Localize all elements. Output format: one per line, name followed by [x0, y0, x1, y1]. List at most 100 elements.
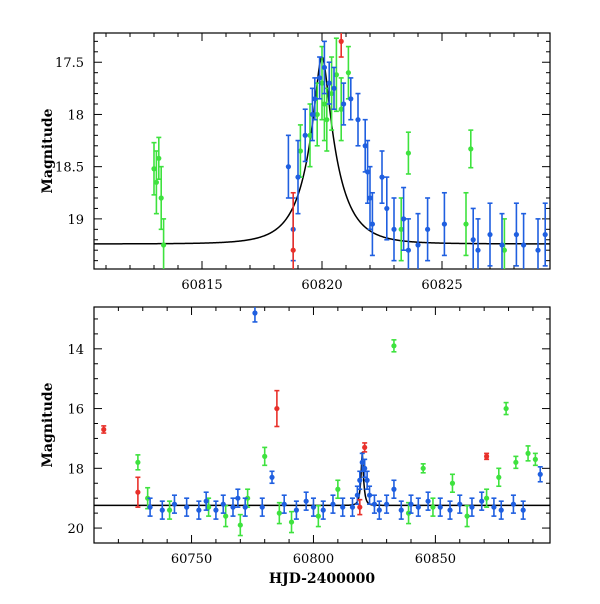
data-point-blue — [401, 186, 407, 252]
data-point-blue — [293, 500, 299, 520]
data-point-green — [513, 455, 519, 470]
data-point-blue — [398, 500, 404, 520]
bottom-panel: 60750 60800 60850 14 16 18 20 Magnitude HJD-2400… — [40, 306, 551, 587]
y-axis-label: Magnitude — [40, 382, 56, 467]
data-point-blue — [513, 202, 520, 267]
data-point-blue — [357, 470, 363, 491]
data-point-green — [463, 191, 469, 257]
x-tick-label: 60825 — [421, 278, 462, 293]
data-point-blue — [230, 497, 236, 517]
y-tick-label: 18 — [67, 108, 84, 123]
y-tick-label: 18 — [67, 462, 84, 477]
data-point-blue — [491, 497, 497, 517]
data-point-blue — [312, 77, 318, 121]
data-point-green — [276, 501, 282, 525]
data-point-blue — [425, 491, 431, 511]
y-tick-label: 18.5 — [55, 161, 84, 176]
y-tick-label: 14 — [67, 343, 84, 358]
data-point-blue — [242, 497, 248, 517]
data-point-blue — [475, 218, 481, 269]
data-point-green — [161, 218, 167, 269]
data-point-blue — [499, 212, 505, 269]
data-point-blue — [437, 497, 443, 517]
data-point-blue — [498, 500, 504, 520]
x-tick-label: 60815 — [181, 278, 222, 293]
data-point-blue — [510, 494, 517, 514]
data-point-green — [483, 488, 490, 508]
data-point-blue — [371, 494, 378, 514]
data-point-blue — [355, 92, 361, 147]
data-point-blue — [196, 500, 202, 520]
data-point-blue — [159, 500, 165, 520]
data-point-blue — [479, 491, 485, 511]
data-point-blue — [269, 470, 275, 485]
data-point-green — [333, 37, 339, 113]
data-point-green — [135, 454, 141, 471]
data-point-blue — [252, 307, 258, 323]
data-point-blue — [441, 191, 447, 257]
data-point-green — [156, 136, 162, 180]
y-tick-label: 20 — [67, 522, 84, 537]
data-point-green — [430, 497, 436, 517]
data-point-green — [464, 504, 470, 528]
data-point-green — [166, 500, 173, 520]
data-point-green — [405, 131, 411, 175]
data-point-blue — [285, 134, 291, 199]
data-point-blue — [521, 212, 527, 269]
data-point-blue — [391, 479, 397, 499]
y-tick-label: 17.5 — [55, 56, 84, 71]
data-point-blue — [408, 494, 414, 514]
data-point-blue — [447, 500, 453, 520]
data-point-red — [357, 498, 363, 516]
data-point-blue — [366, 485, 373, 505]
data-point-green — [391, 339, 397, 353]
data-point-blue — [537, 466, 543, 483]
data-point-blue — [281, 494, 287, 514]
data-point-red — [135, 476, 141, 508]
data-point-blue — [340, 497, 346, 517]
data-point-red — [362, 442, 368, 453]
data-point-blue — [367, 165, 373, 231]
data-point-blue — [535, 218, 541, 269]
data-point-green — [315, 504, 321, 528]
data-point-blue — [302, 108, 308, 163]
data-point-red — [290, 191, 296, 269]
data-point-blue — [330, 494, 336, 514]
data-point-blue — [317, 56, 323, 100]
data-point-red — [483, 452, 490, 461]
data-point-green — [237, 513, 243, 537]
top-panel: 60815 60820 60825 17.5 18 18.5 19 Magnitude — [40, 32, 551, 293]
data-point-blue — [391, 197, 397, 262]
data-point-green — [335, 479, 341, 499]
data-point-green — [338, 77, 344, 142]
data-point-blue — [369, 191, 375, 257]
data-point-red — [101, 425, 107, 434]
data-point-green — [496, 467, 502, 488]
data-point-blue — [405, 218, 411, 269]
data-point-green — [288, 510, 295, 534]
data-point-blue — [259, 497, 265, 517]
y-axis-label: Magnitude — [40, 108, 56, 193]
data-point-blue — [520, 500, 526, 520]
y-tick-label: 16 — [67, 403, 84, 418]
data-point-blue — [184, 497, 190, 517]
data-point-green — [449, 473, 456, 494]
data-point-blue — [457, 494, 463, 514]
data-point-blue — [213, 500, 219, 520]
x-tick-label: 60850 — [415, 552, 456, 567]
data-point-blue — [362, 458, 368, 479]
data-point-blue — [376, 500, 382, 520]
data-point-blue — [487, 202, 493, 267]
data-point-blue — [295, 139, 301, 215]
data-point-blue — [303, 491, 309, 511]
data-point-blue — [203, 491, 209, 511]
y-tick-label: 19 — [67, 213, 84, 228]
data-point-green — [532, 452, 538, 467]
data-point-blue — [310, 497, 317, 517]
data-point-blue — [365, 139, 371, 205]
data-point-blue — [415, 212, 421, 269]
data-point-red — [274, 389, 280, 428]
data-point-green — [324, 87, 330, 152]
